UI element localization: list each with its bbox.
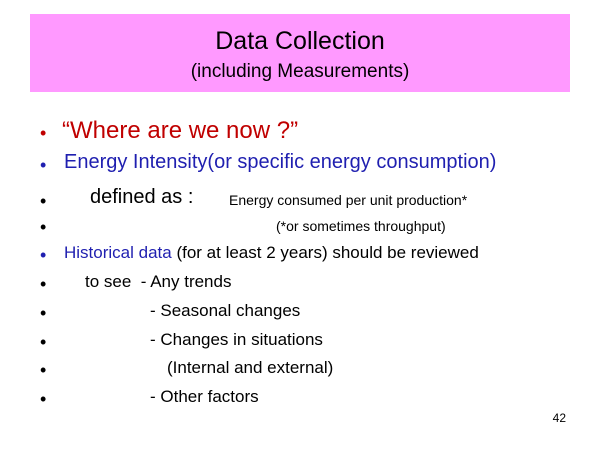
bullet-item-to-see: • to see - Any trends [0, 272, 600, 296]
bullet-text-internal-external: (Internal and external) [167, 358, 334, 377]
page-number: 42 [552, 411, 566, 425]
bullet-dot: • [40, 360, 47, 380]
bullet-item-seasonal: • - Seasonal changes [0, 301, 600, 325]
bullet-dot: • [40, 274, 47, 294]
bullet-dot: • [40, 123, 47, 143]
bullet-text-throughput-note: (*or sometimes throughput) [276, 218, 446, 234]
bullet-item-situations: • - Changes in situations [0, 330, 600, 354]
historical-data-label: Historical data [64, 243, 172, 262]
slide-subtitle: (including Measurements) [190, 61, 410, 82]
bullet-dot: • [40, 217, 47, 237]
bullet-dot: • [40, 155, 47, 175]
bullet-item-defined-as: • defined as : Energy consumed per unit … [0, 186, 600, 212]
bullet-dot: • [40, 303, 47, 323]
bullet-text-energy-intensity: Energy Intensity(or specific energy cons… [64, 151, 497, 173]
bullet-item-energy-intensity: • Energy Intensity(or specific energy co… [0, 151, 600, 177]
slide-title: Data Collection [215, 27, 385, 55]
historical-data-rest: (for at least 2 years) should be reviewe… [171, 243, 479, 262]
bullet-dot: • [40, 389, 47, 409]
bullet-item-throughput-note: • (*or sometimes throughput) [0, 216, 600, 238]
bullet-text-historical-data: Historical data (for at least 2 years) s… [64, 243, 479, 263]
bullet-text-to-see: to see - Any trends [85, 272, 232, 291]
bullet-item-where: • “Where are we now ?” [0, 117, 600, 147]
bullet-text-defined-as: defined as : [90, 186, 194, 208]
bullet-text-situations: - Changes in situations [150, 330, 323, 349]
bullet-item-historical-data: • Historical data (for at least 2 years)… [0, 243, 600, 267]
bullet-text-definition: Energy consumed per unit production* [229, 192, 468, 208]
title-banner: Data Collection (including Measurements) [30, 14, 570, 92]
bullet-dot: • [40, 191, 47, 211]
bullet-text-where: “Where are we now ?” [62, 117, 299, 144]
bullet-dot: • [40, 245, 47, 265]
bullet-text-other-factors: - Other factors [150, 387, 259, 406]
bullet-item-internal-external: • (Internal and external) [0, 358, 600, 382]
bullet-item-other-factors: • - Other factors [0, 387, 600, 411]
bullet-dot: • [40, 332, 47, 352]
bullet-text-seasonal: - Seasonal changes [150, 301, 301, 320]
